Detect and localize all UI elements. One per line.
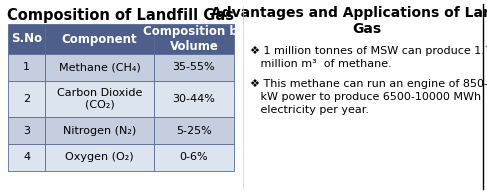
Bar: [8, 81, 45, 117]
Text: 30-44%: 30-44%: [172, 94, 215, 104]
Text: Nitrogen (N₂): Nitrogen (N₂): [63, 126, 136, 135]
Bar: [154, 117, 234, 144]
Bar: [8, 24, 45, 54]
Bar: [154, 54, 234, 81]
Text: Advantages and Applications of Landfill
Gas: Advantages and Applications of Landfill …: [211, 6, 487, 36]
Text: ❖ 1 million tonnes of MSW can produce 1.7-2.5: ❖ 1 million tonnes of MSW can produce 1.…: [250, 46, 487, 56]
Text: 5-25%: 5-25%: [176, 126, 212, 135]
Text: electricity per year.: electricity per year.: [250, 105, 369, 115]
Text: 4: 4: [23, 152, 30, 163]
Text: S.No: S.No: [11, 33, 42, 46]
Bar: [45, 117, 154, 144]
Bar: [8, 117, 45, 144]
Text: Composition by
Volume: Composition by Volume: [143, 25, 245, 53]
Bar: [154, 144, 234, 171]
Text: Oxygen (O₂): Oxygen (O₂): [65, 152, 134, 163]
Text: Methane (CH₄): Methane (CH₄): [59, 62, 140, 73]
Text: ❖ This methane can run an engine of 850-1250: ❖ This methane can run an engine of 850-…: [250, 79, 487, 89]
Bar: [45, 144, 154, 171]
Bar: [154, 24, 234, 54]
Text: 2: 2: [23, 94, 30, 104]
Bar: [45, 81, 154, 117]
Text: 35-55%: 35-55%: [172, 62, 215, 73]
Text: kW power to produce 6500-10000 MWh: kW power to produce 6500-10000 MWh: [250, 92, 481, 102]
Text: 1: 1: [23, 62, 30, 73]
Bar: [45, 24, 154, 54]
Text: million m³  of methane.: million m³ of methane.: [250, 59, 392, 69]
Bar: [8, 54, 45, 81]
Bar: [154, 81, 234, 117]
Text: Component: Component: [62, 33, 137, 46]
Bar: [45, 54, 154, 81]
Text: 0-6%: 0-6%: [180, 152, 208, 163]
Text: 3: 3: [23, 126, 30, 135]
Bar: [8, 144, 45, 171]
Text: Composition of Landfill Gas: Composition of Landfill Gas: [7, 8, 234, 23]
Text: Carbon Dioxide
(CO₂): Carbon Dioxide (CO₂): [57, 88, 142, 110]
